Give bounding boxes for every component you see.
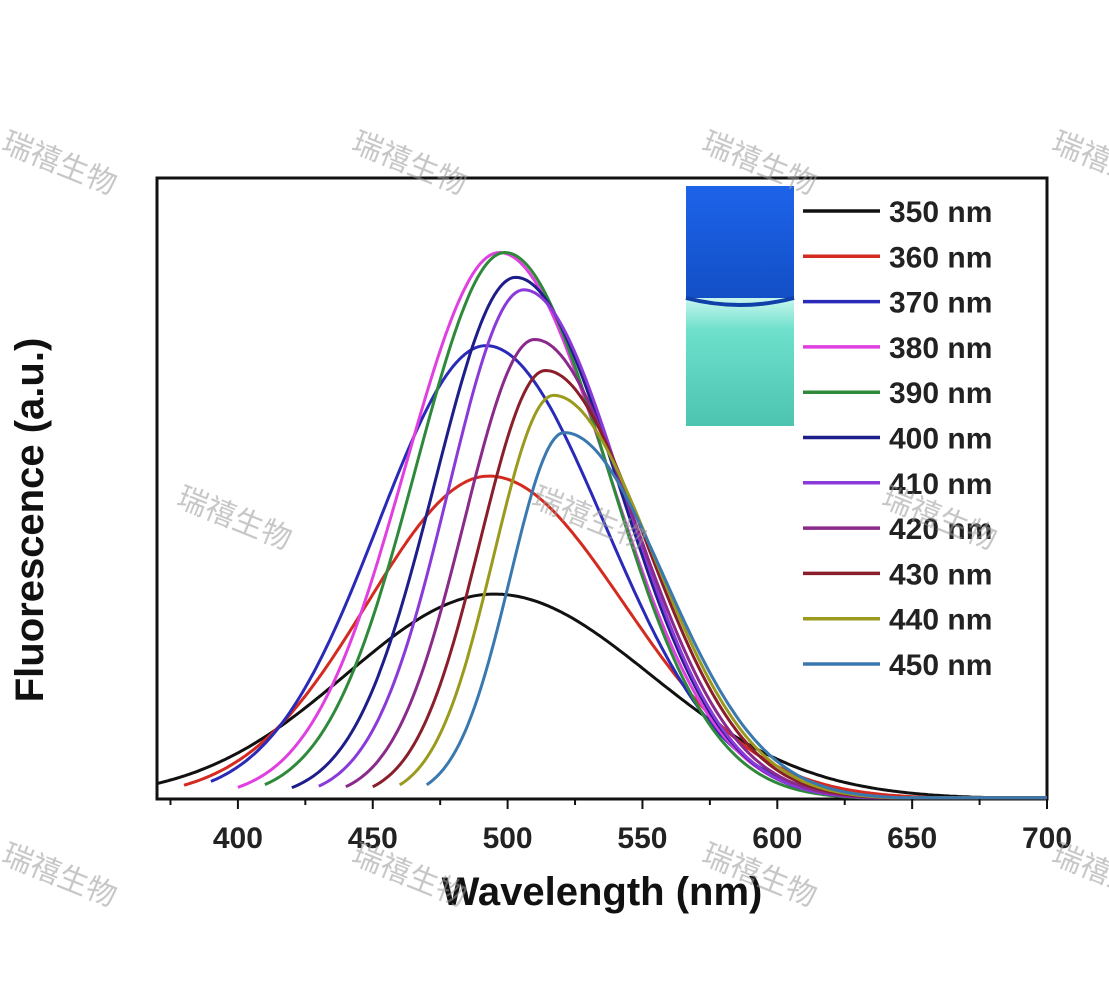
series-line-360-nm (183, 474, 1047, 800)
legend: 350 nm 360 nm 370 nm 380 nm 390 nm 400 nm 410 … (803, 196, 992, 682)
x-tick-label: 450 (348, 822, 398, 855)
legend-label: 420 nm (889, 513, 992, 546)
series-lines (156, 251, 1047, 800)
legend-label: 350 nm (889, 196, 992, 229)
watermark-text: 瑞禧生物 (1047, 125, 1109, 202)
legend-label: 390 nm (889, 377, 992, 410)
legend-label: 370 nm (889, 287, 992, 320)
y-axis-title: Fluorescence (a.u.) (8, 338, 52, 703)
legend-label: 440 nm (889, 604, 992, 637)
x-tick-label: 550 (617, 822, 667, 855)
legend-label: 400 nm (889, 423, 992, 456)
x-tick-label: 500 (483, 822, 533, 855)
x-tick-label: 600 (752, 822, 802, 855)
sample-vial-photo (685, 186, 795, 426)
legend-label: 450 nm (889, 649, 992, 682)
series-line-450-nm (425, 431, 1047, 800)
legend-label: 380 nm (889, 332, 992, 365)
vial-top-blue (686, 186, 794, 304)
x-tick-label: 650 (887, 822, 937, 855)
x-tick-label: 400 (213, 822, 263, 855)
legend-label: 430 nm (889, 558, 992, 591)
legend-label: 410 nm (889, 468, 992, 501)
x-axis-title: Wavelength (nm) (442, 870, 763, 914)
vial-meniscus (685, 296, 795, 307)
x-tick-label: 700 (1022, 822, 1072, 855)
watermark-text: 瑞禧生物 (0, 125, 121, 202)
watermark-text: 瑞禧生物 (0, 837, 121, 914)
watermark-text: 瑞禧生物 (347, 837, 471, 914)
x-axis: 400 450 500 550 600 650 700 (169, 799, 1072, 855)
series-line-350-nm (156, 592, 1047, 800)
vial-bottom-cyan (686, 298, 794, 426)
watermark-text: 瑞禧生物 (1047, 837, 1109, 914)
legend-label: 360 nm (889, 241, 992, 274)
